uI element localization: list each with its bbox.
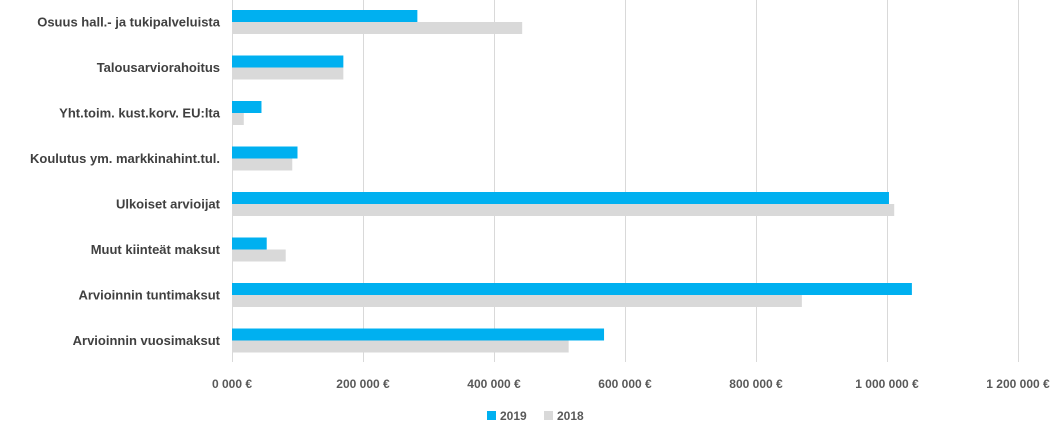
bar-2019-5 [232,237,267,250]
x-tick-label-3: 600 000 € [598,377,652,391]
bar-2018-2 [232,113,244,125]
bar-2019-1 [232,55,344,68]
bar-2018-6 [232,295,802,307]
category-labels: Osuus hall.- ja tukipalveluista Talousarv… [30,15,221,349]
bar-2018-0 [232,22,523,34]
x-tick-label-0: 0 000 € [212,377,252,391]
bar-2019-3 [232,146,298,159]
legend: 2019 2018 [487,409,584,422]
bar-2018-7 [232,340,569,353]
bar-2018-4 [232,204,895,216]
category-label-0: Osuus hall.- ja tukipalveluista [37,15,221,30]
x-tick-label-5: 1 000 000 € [855,377,919,391]
x-tick-label-6: 1 200 000 € [986,377,1050,391]
x-tick-label-2: 400 000 € [467,377,521,391]
category-label-5: Muut kiinteät maksut [91,242,221,257]
x-tick-label-1: 200 000 € [336,377,390,391]
category-label-4: Ulkoiset arvioijat [116,197,221,212]
gridlines [232,0,1019,362]
legend-label-2018: 2018 [557,409,584,422]
category-label-3: Koulutus ym. markkinahint.tul. [30,151,220,166]
bar-2019-6 [232,283,912,295]
category-label-6: Arvioinnin tuntimaksut [78,288,220,303]
category-label-1: Talousarviorahoitus [97,60,220,75]
bar-2019-2 [232,101,262,113]
bar-2019-7 [232,328,605,341]
bars [232,10,912,353]
legend-swatch-2019 [487,411,496,420]
bar-2018-1 [232,67,344,80]
x-axis-tick-labels: 0 000 € 200 000 € 400 000 € 600 000 € 800 00… [212,377,1050,391]
category-label-7: Arvioinnin vuosimaksut [73,333,221,348]
legend-swatch-2018 [544,411,553,420]
category-label-2: Yht.toim. kust.korv. EU:lta [59,106,221,121]
bar-2019-0 [232,10,418,22]
bar-2019-4 [232,192,889,204]
bar-2018-5 [232,249,286,262]
bar-2018-3 [232,158,293,171]
x-tick-label-4: 800 000 € [729,377,783,391]
legend-label-2019: 2019 [500,409,527,422]
